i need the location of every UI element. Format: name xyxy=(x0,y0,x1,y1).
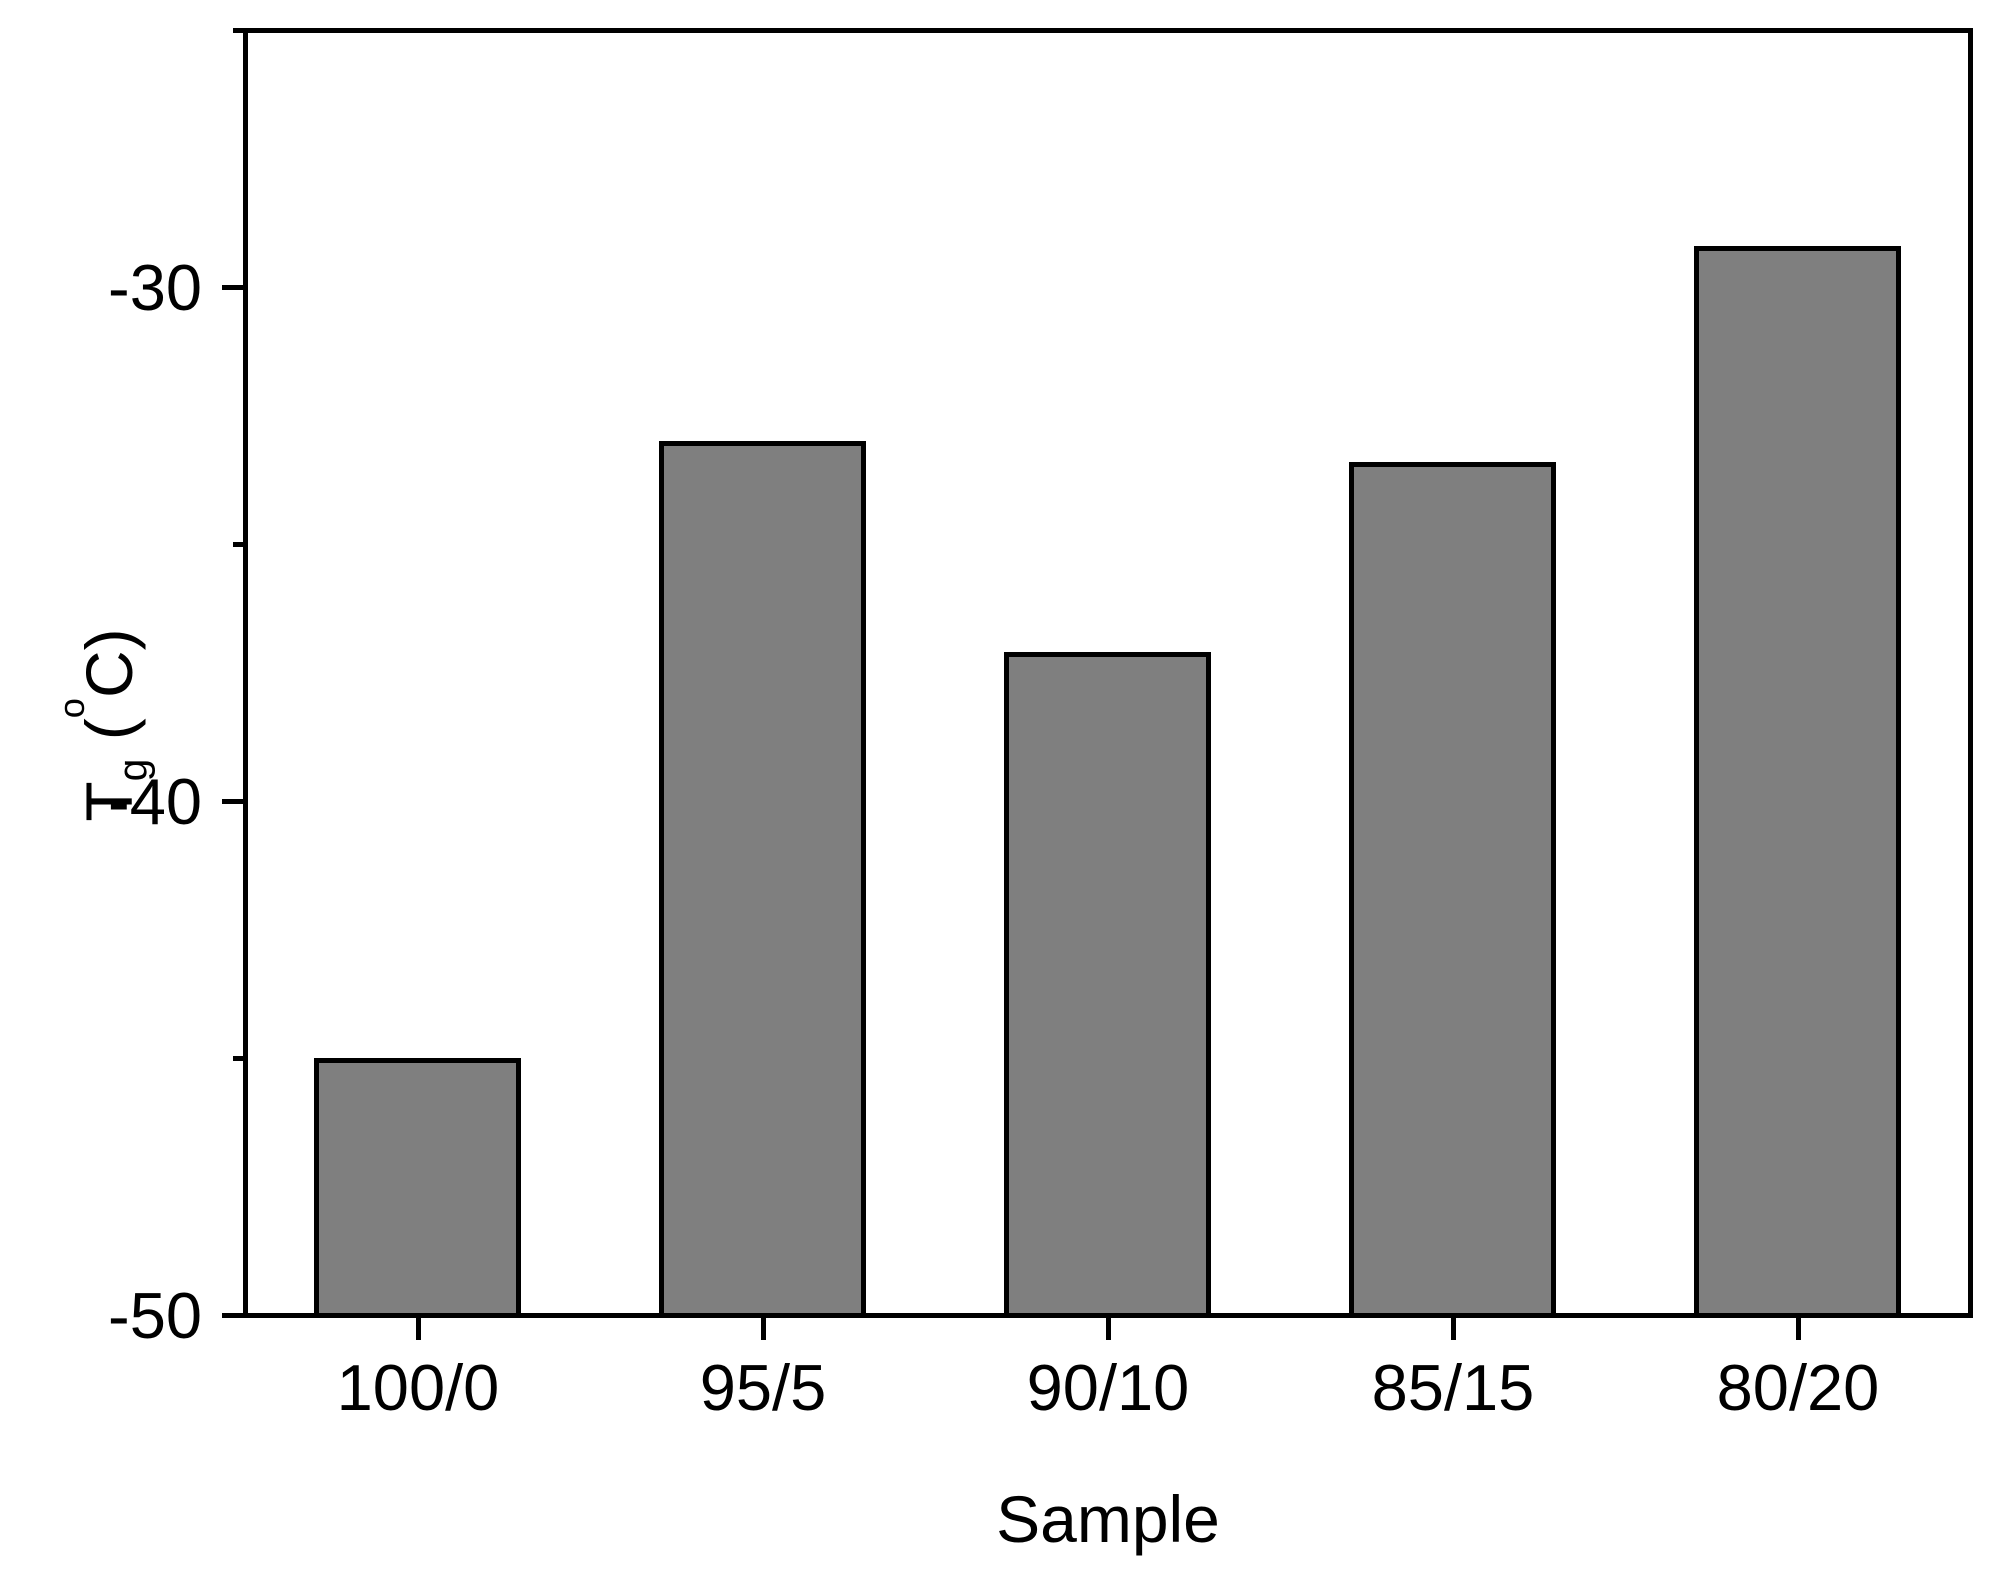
y-minor-tick xyxy=(233,1056,246,1061)
x-tick-label: 80/20 xyxy=(1716,1351,1880,1424)
x-tick-label: 100/0 xyxy=(336,1351,500,1424)
bar-100/0 xyxy=(314,1058,521,1315)
y-tick-label: -50 xyxy=(108,1278,202,1352)
bar-95/5 xyxy=(659,441,866,1315)
x-tick xyxy=(1105,1318,1111,1340)
y-major-tick xyxy=(222,799,246,804)
y-axis-title-paren: ( xyxy=(72,718,146,759)
x-tick xyxy=(1795,1318,1801,1340)
x-tick-label: 85/15 xyxy=(1371,1351,1535,1424)
y-major-tick xyxy=(222,285,246,290)
x-axis-title: Sample xyxy=(996,1482,1220,1556)
degree-symbol: o xyxy=(51,698,92,719)
bar-90/10 xyxy=(1004,651,1211,1315)
y-minor-tick xyxy=(233,28,246,33)
x-tick-label: 90/10 xyxy=(1026,1351,1190,1424)
y-major-tick xyxy=(222,1313,246,1318)
y-tick-label: -30 xyxy=(108,250,202,324)
y-axis-title-unit: C) xyxy=(72,628,146,699)
y-axis-title: Tg (oC) xyxy=(32,425,155,1025)
bars-layer xyxy=(245,30,1970,1315)
y-tick-label: -40 xyxy=(108,764,202,838)
bar-85/15 xyxy=(1349,461,1556,1315)
y-minor-tick xyxy=(233,542,246,547)
x-tick xyxy=(760,1318,766,1340)
x-tick xyxy=(415,1318,421,1340)
bar-80/20 xyxy=(1694,245,1901,1315)
x-tick xyxy=(1450,1318,1456,1340)
x-tick-label: 95/5 xyxy=(699,1351,827,1424)
plot-frame xyxy=(243,28,1973,1318)
